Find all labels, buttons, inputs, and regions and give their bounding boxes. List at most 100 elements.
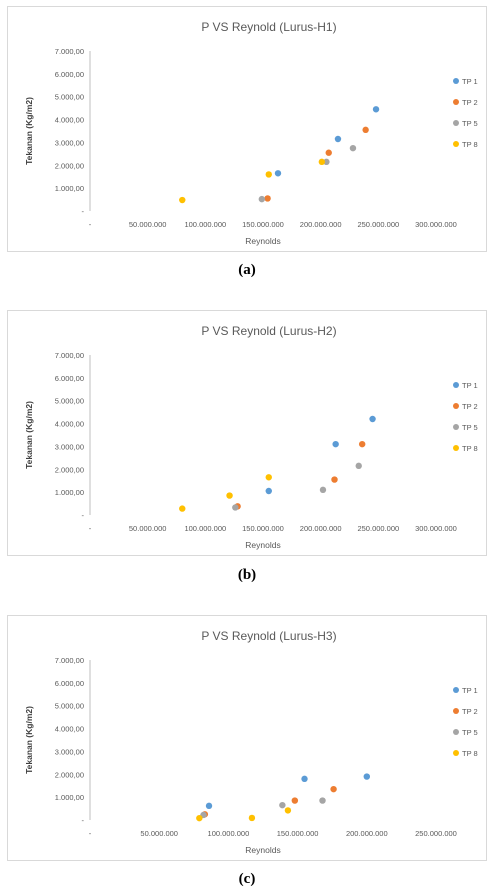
data-point	[318, 158, 326, 166]
y-tick-label: 2.000,00	[55, 465, 84, 474]
chart-panel-a: P VS Reynold (Lurus-H1) - 1.000,00 2.000,00…	[7, 6, 487, 252]
legend-marker	[453, 120, 459, 126]
x-tick-label: 50.000.000	[140, 829, 178, 838]
data-point	[372, 106, 380, 113]
y-tick-label: 5.000,00	[55, 702, 84, 711]
legend-label: TP 5	[462, 423, 478, 432]
caption-a: (a)	[238, 262, 256, 278]
data-point	[284, 807, 292, 814]
legend-marker	[453, 78, 459, 84]
legend-label: TP 1	[462, 77, 478, 86]
legend-marker	[453, 445, 459, 451]
x-tick-label: 250.000.000	[357, 220, 399, 229]
x-tick-label: 300.000.000	[415, 220, 457, 229]
x-tick-label: -	[89, 829, 92, 838]
legend-label: TP 1	[462, 381, 478, 390]
data-point	[265, 474, 272, 481]
y-tick-label: 3.000,00	[55, 747, 84, 756]
y-tick-label: -	[82, 816, 85, 825]
data-point	[362, 126, 369, 134]
chart-title: P VS Reynold (Lurus-H1)	[201, 20, 336, 34]
y-tick-label: 4.000,00	[55, 725, 84, 734]
chart-c: P VS Reynold (Lurus-H3) - 1.000,00 2.000,00…	[24, 629, 478, 855]
legend-marker	[453, 382, 459, 388]
y-tick-label: 4.000,00	[55, 116, 84, 125]
legend-marker	[453, 403, 459, 409]
y-tick-label: 6.000,00	[55, 374, 84, 383]
y-tick-label: -	[82, 511, 85, 520]
legend-marker	[453, 99, 459, 105]
y-tick-label: 2.000,00	[55, 161, 84, 170]
data-point	[205, 802, 213, 810]
x-tick-label: 200.000.000	[300, 220, 342, 229]
x-tick-label: 100.000.000	[184, 220, 226, 229]
data-point	[179, 196, 186, 204]
chart-a: P VS Reynold (Lurus-H1) - 1.000,00 2.000,00…	[24, 20, 478, 246]
data-point	[319, 486, 327, 494]
data-point	[332, 440, 339, 448]
legend-label: TP 8	[462, 749, 478, 758]
x-tick-label: 50.000.000	[129, 524, 167, 533]
y-tick-label: 3.000,00	[55, 442, 84, 451]
data-point	[179, 505, 186, 512]
data-point	[248, 814, 256, 822]
chart-panel-c: P VS Reynold (Lurus-H3) - 1.000,00 2.000,00…	[7, 615, 487, 861]
data-point	[358, 440, 366, 448]
legend-label: TP 5	[462, 119, 478, 128]
y-tick-label: 7.000,00	[55, 656, 84, 665]
x-tick-label: 200.000.000	[300, 524, 342, 533]
data-point	[334, 135, 342, 143]
legend-label: TP 8	[462, 444, 478, 453]
legend-marker	[453, 750, 459, 756]
data-point	[258, 195, 266, 203]
data-point	[264, 195, 271, 202]
x-axis-label: Reynolds	[245, 236, 280, 246]
y-axis-label: Tekanan (Kg/m2)	[24, 97, 34, 165]
legend-marker	[453, 687, 459, 693]
data-point	[369, 415, 376, 423]
legend-label: TP 5	[462, 728, 478, 737]
y-tick-label: 1.000,00	[55, 184, 84, 193]
x-tick-label: 150.000.000	[242, 524, 284, 533]
data-point	[265, 487, 272, 495]
x-tick-label: 150.000.000	[242, 220, 284, 229]
y-tick-label: 7.000,00	[55, 351, 84, 360]
data-point	[196, 814, 203, 822]
x-tick-label: 250.000.000	[415, 829, 457, 838]
data-point	[323, 158, 330, 166]
legend-label: TP 1	[462, 686, 478, 695]
data-point	[232, 504, 239, 511]
legend-marker	[453, 729, 459, 735]
chart-title: P VS Reynold (Lurus-H2)	[201, 324, 336, 338]
data-point	[265, 171, 272, 178]
chart-b: P VS Reynold (Lurus-H2) - 1.000,00 2.000,00…	[24, 324, 478, 550]
legend-label: TP 2	[462, 707, 478, 716]
legend-label: TP 2	[462, 402, 478, 411]
data-point	[291, 797, 299, 804]
y-tick-label: 2.000,00	[55, 770, 84, 779]
data-point	[331, 476, 338, 483]
x-axis-label: Reynolds	[245, 540, 280, 550]
y-tick-label: 6.000,00	[55, 679, 84, 688]
y-tick-label: 6.000,00	[55, 70, 84, 79]
legend-marker	[453, 424, 459, 430]
y-tick-label: 4.000,00	[55, 420, 84, 429]
legend-label: TP 8	[462, 140, 478, 149]
legend-marker	[453, 141, 459, 147]
y-tick-label: -	[82, 207, 85, 216]
x-tick-label: 50.000.000	[129, 220, 167, 229]
data-point	[349, 144, 357, 152]
data-point	[226, 492, 233, 499]
chart-title: P VS Reynold (Lurus-H3)	[201, 629, 336, 643]
data-point	[279, 801, 286, 809]
legend-label: TP 2	[462, 98, 478, 107]
data-point	[330, 785, 337, 793]
y-tick-label: 7.000,00	[55, 47, 84, 56]
x-tick-label: -	[89, 524, 92, 533]
y-axis-label: Tekanan (Kg/m2)	[24, 706, 34, 774]
x-tick-label: 100.000.000	[208, 829, 250, 838]
caption-b: (b)	[237, 567, 257, 583]
x-tick-label: 150.000.000	[277, 829, 319, 838]
data-point	[319, 797, 326, 804]
data-point	[301, 775, 308, 783]
